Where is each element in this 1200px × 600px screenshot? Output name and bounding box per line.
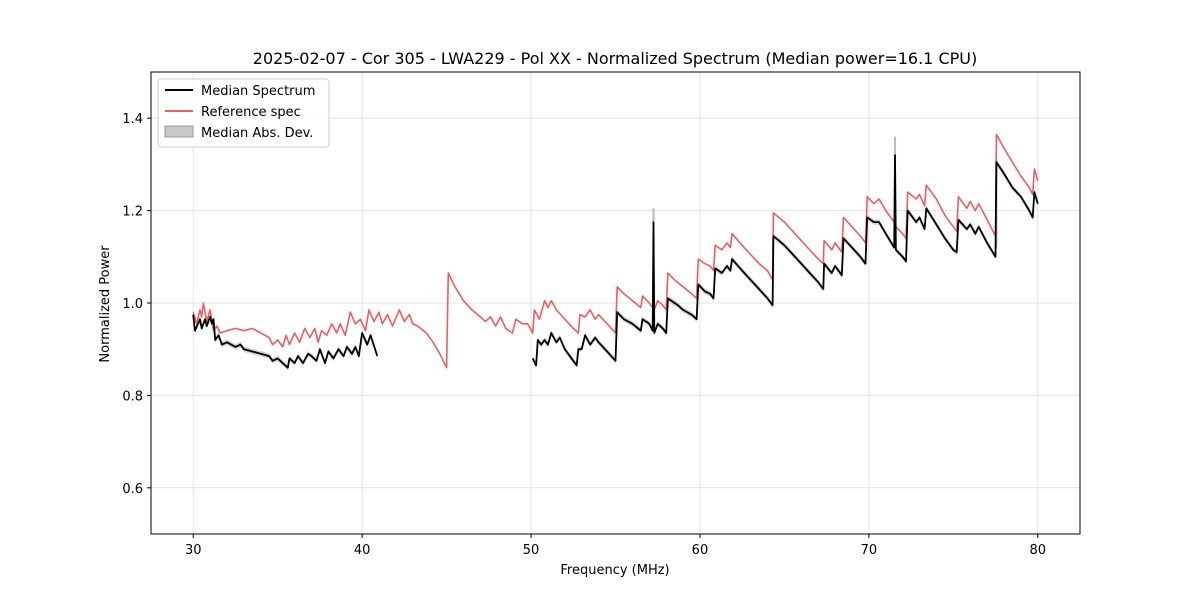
y-ticks: 0.6 0.8 1.0 1.2 1.4 (122, 112, 151, 497)
y-tick-label: 0.6 (122, 482, 143, 497)
legend-median-label: Median Spectrum (201, 84, 315, 99)
legend-mad-swatch (164, 125, 194, 138)
x-tick-label: 40 (354, 543, 371, 558)
x-tick-label: 60 (692, 543, 709, 558)
plot-frame (150, 71, 1081, 535)
x-ticks: 30 40 50 60 70 80 (185, 534, 1046, 558)
reference-spectrum-line (192, 133, 1039, 369)
x-tick-label: 50 (523, 543, 540, 558)
y-tick-label: 1.4 (122, 112, 143, 127)
y-axis-label: Normalized Power (98, 245, 113, 363)
x-tick-label: 80 (1029, 543, 1046, 558)
median-spectrum-line (531, 154, 1039, 367)
legend-box (157, 78, 330, 148)
spike-layer (652, 136, 998, 327)
y-tick-label: 0.8 (122, 389, 143, 404)
x-tick-label: 30 (185, 543, 202, 558)
legend-reference-label: Reference spec (201, 105, 301, 120)
y-tick-label: 1.0 (122, 297, 143, 312)
series-lines (192, 133, 1039, 369)
median-spectrum-line (192, 314, 379, 369)
mad-band (532, 152, 1038, 369)
x-tick-label: 70 (861, 543, 878, 558)
legend: Median Spectrum Reference spec Median Ab… (157, 78, 330, 148)
y-tick-label: 1.2 (122, 205, 143, 220)
chart-title: 2025-02-07 - Cor 305 - LWA229 - Pol XX -… (253, 49, 977, 68)
legend-mad-label: Median Abs. Dev. (201, 126, 313, 141)
x-axis-label: Frequency (MHz) (560, 563, 669, 578)
